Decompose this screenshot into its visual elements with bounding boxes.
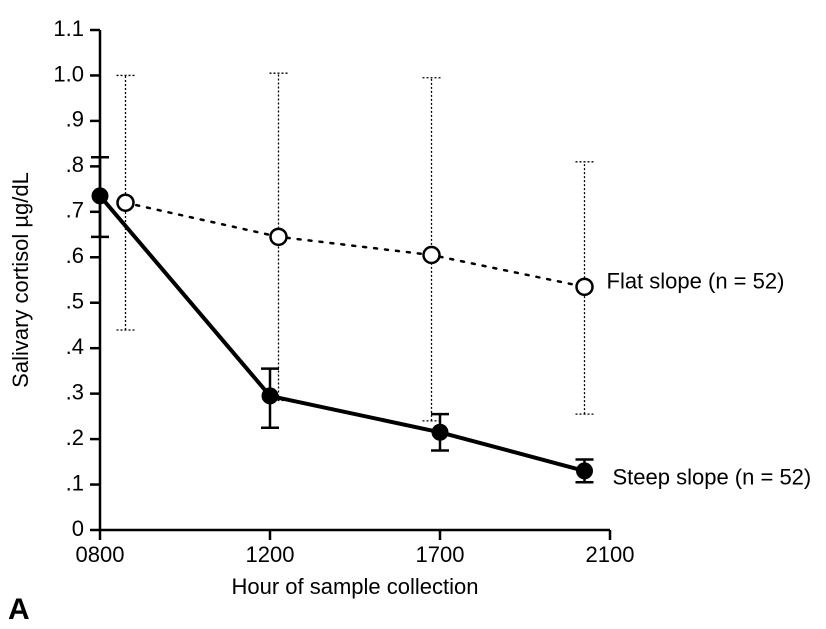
series-label-steep_slope: Steep slope (n = 52) <box>613 465 812 490</box>
series-marker-flat_slope <box>271 229 287 245</box>
chart-stage: 0 .1 .2 .3 .4 .5 .6 .7 .8 .9 1.0 1.1 0800 1200 1700 210… <box>0 0 826 629</box>
series-marker-flat_slope <box>424 247 440 263</box>
y-tick-label: .7 <box>66 198 84 223</box>
y-tick-label: .9 <box>66 107 84 132</box>
y-tick-label: 0 <box>72 516 84 541</box>
y-tick-label: .1 <box>66 470 84 495</box>
series-marker-steep_slope <box>262 387 279 404</box>
y-tick-label: 1.0 <box>53 61 84 86</box>
series-marker-steep_slope <box>576 462 593 479</box>
x-tick-label: 2100 <box>586 542 635 567</box>
series-marker-steep_slope <box>432 424 449 441</box>
y-tick-label: 1.1 <box>53 16 84 41</box>
x-axis-label: Hour of sample collection <box>231 574 478 599</box>
panel-letter: A <box>8 593 30 626</box>
y-tick-label: .2 <box>66 425 84 450</box>
y-tick-label: .4 <box>66 334 84 359</box>
series-label-flat_slope: Flat slope (n = 52) <box>607 269 785 294</box>
series-marker-flat_slope <box>118 195 134 211</box>
x-tick-label: 1700 <box>416 542 465 567</box>
y-tick-label: .3 <box>66 379 84 404</box>
y-axis-label: Salivary cortisol µg/dL <box>8 172 33 388</box>
series-marker-flat_slope <box>577 279 593 295</box>
y-tick-label: .8 <box>66 152 84 177</box>
line-chart: 0 .1 .2 .3 .4 .5 .6 .7 .8 .9 1.0 1.1 0800 1200 1700 210… <box>0 0 826 629</box>
chart-background <box>0 0 826 629</box>
x-tick-label: 0800 <box>76 542 125 567</box>
y-tick-label: .5 <box>66 289 84 314</box>
x-tick-label: 1200 <box>246 542 295 567</box>
series-marker-steep_slope <box>92 187 109 204</box>
y-tick-label: .6 <box>66 243 84 268</box>
